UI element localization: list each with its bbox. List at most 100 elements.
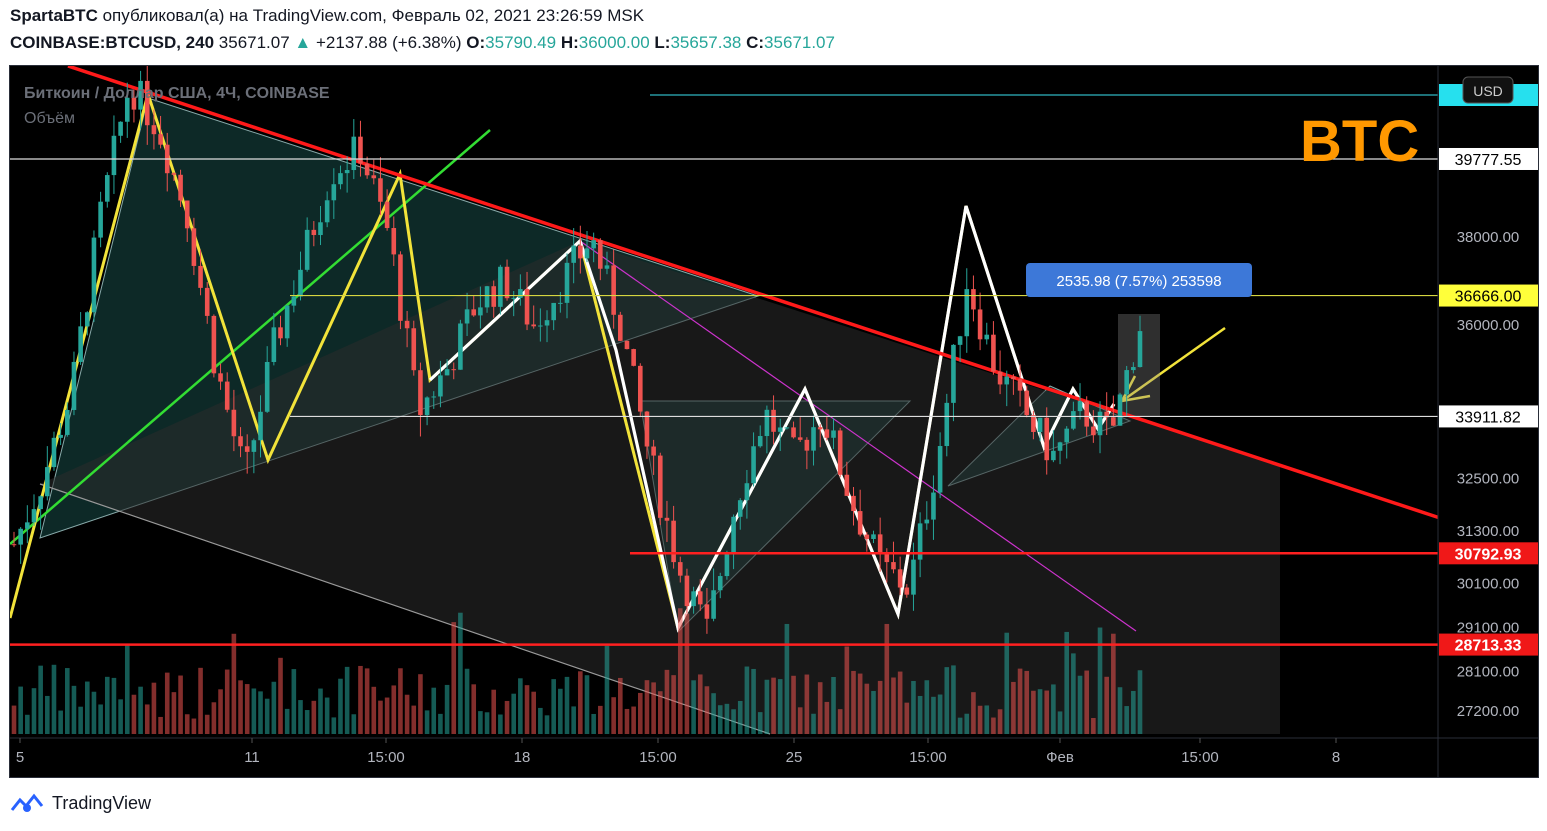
- volume-bar: [1084, 670, 1089, 734]
- currency-badge[interactable]: [1462, 76, 1514, 104]
- candlesticks: [11, 66, 1143, 634]
- volume-bar: [1044, 690, 1050, 734]
- volume-bar: [371, 686, 377, 734]
- volume-bar: [458, 612, 463, 734]
- candle-body: [931, 492, 936, 520]
- candle-body: [884, 554, 890, 563]
- price-chart[interactable]: 38000.00 36000.00 32500.00 31300.00 30100.00…: [10, 66, 1538, 777]
- volume-bar: [764, 679, 770, 734]
- candle-body: [398, 254, 403, 321]
- volume-bar: [118, 699, 123, 734]
- candle-body: [877, 534, 883, 555]
- candle-body: [571, 245, 576, 263]
- volume-bar: [697, 674, 703, 734]
- volume-bar: [491, 689, 497, 734]
- candle-body: [944, 402, 950, 447]
- volume-bar: [591, 713, 596, 734]
- candle-body: [1064, 428, 1070, 443]
- volume-bar: [851, 670, 856, 734]
- volume-bar: [924, 680, 930, 734]
- candle-body: [558, 302, 563, 304]
- candle-body: [824, 429, 830, 438]
- candle-body: [324, 200, 330, 223]
- volume-bar: [424, 710, 430, 734]
- volume-bar: [171, 692, 177, 734]
- candle-body: [851, 495, 856, 512]
- volume-bar: [1011, 681, 1016, 734]
- price-level-tag: [1439, 147, 1538, 170]
- yellow-arrow-line: [1121, 326, 1226, 403]
- volume-bar: [231, 633, 237, 734]
- volume-bar: [891, 677, 896, 734]
- red-descending-trendline: [67, 66, 1441, 520]
- volume-bar: [551, 679, 556, 734]
- x-tick-labels: 5 11 15:00 18 15:00 25 15:00 Фев 15:00 8: [16, 738, 1340, 766]
- volume-bar: [857, 673, 863, 734]
- candle-body: [911, 559, 916, 595]
- volume-bar: [384, 697, 390, 734]
- volume-bar: [1004, 632, 1010, 734]
- open-label: O:: [466, 33, 486, 52]
- brand-name[interactable]: TradingView: [52, 792, 152, 813]
- candle-body: [1077, 401, 1083, 412]
- price-level-label: 28713.33: [1455, 638, 1522, 655]
- candle-body: [458, 323, 463, 370]
- candle-body: [764, 409, 770, 437]
- volume-bar: [504, 700, 510, 734]
- volume-bar: [284, 708, 290, 734]
- author-name[interactable]: SpartaBTC: [10, 6, 98, 25]
- candle-body: [284, 305, 290, 339]
- candle-body: [644, 411, 650, 447]
- volume-bar: [38, 665, 43, 734]
- candle-body: [957, 336, 963, 345]
- volume-bar: [498, 714, 503, 734]
- volume-bar: [78, 706, 83, 734]
- candle-body: [797, 437, 803, 440]
- candle-body: [1004, 376, 1010, 385]
- candle-body: [578, 245, 583, 259]
- volume-bar: [398, 668, 403, 734]
- volume-bar: [471, 684, 477, 734]
- candle-body: [464, 309, 470, 324]
- candle-body: [904, 587, 910, 595]
- high-label: H:: [560, 33, 579, 52]
- volume-bar: [544, 715, 550, 734]
- volume-bar: [797, 707, 803, 734]
- candle-body: [278, 327, 283, 339]
- volume-bar: [911, 680, 916, 734]
- candle-body: [391, 228, 397, 255]
- volume-bar: [1091, 717, 1096, 734]
- chart-frame[interactable]: 38000.00 36000.00 32500.00 31300.00 30100.00…: [9, 65, 1539, 778]
- volume-bar: [684, 613, 690, 734]
- up-triangle-icon: ▲: [294, 33, 312, 52]
- volume-bar: [837, 709, 843, 734]
- x-tick-label: 15:00: [1181, 749, 1219, 766]
- candle-body: [1104, 411, 1109, 418]
- volume-bar: [624, 708, 630, 734]
- volume-bars: [11, 608, 1143, 734]
- candle-body: [444, 369, 450, 376]
- candle-body: [484, 286, 490, 308]
- candle-body: [651, 446, 656, 456]
- candle-body: [804, 439, 810, 451]
- volume-bar: [777, 679, 783, 734]
- volume-bar: [784, 623, 790, 734]
- candle-body: [657, 455, 663, 518]
- candle-body: [1057, 442, 1063, 451]
- candle-body: [1137, 331, 1143, 368]
- volume-bar: [578, 671, 583, 734]
- candle-body: [11, 544, 17, 546]
- volume-bar: [824, 701, 830, 734]
- volume-bar: [124, 644, 130, 734]
- y-tick-label: 30100.00: [1457, 576, 1520, 593]
- volume-bar: [518, 678, 523, 734]
- candle-body: [1037, 417, 1043, 432]
- candle-body: [438, 375, 443, 397]
- volume-bar: [444, 684, 450, 734]
- volume-bar: [138, 686, 143, 734]
- btc-watermark: BTC: [1300, 109, 1419, 174]
- volume-bar: [238, 680, 243, 734]
- price-level-tag: [1439, 542, 1538, 565]
- candle-body: [598, 240, 603, 269]
- candle-body: [977, 309, 983, 340]
